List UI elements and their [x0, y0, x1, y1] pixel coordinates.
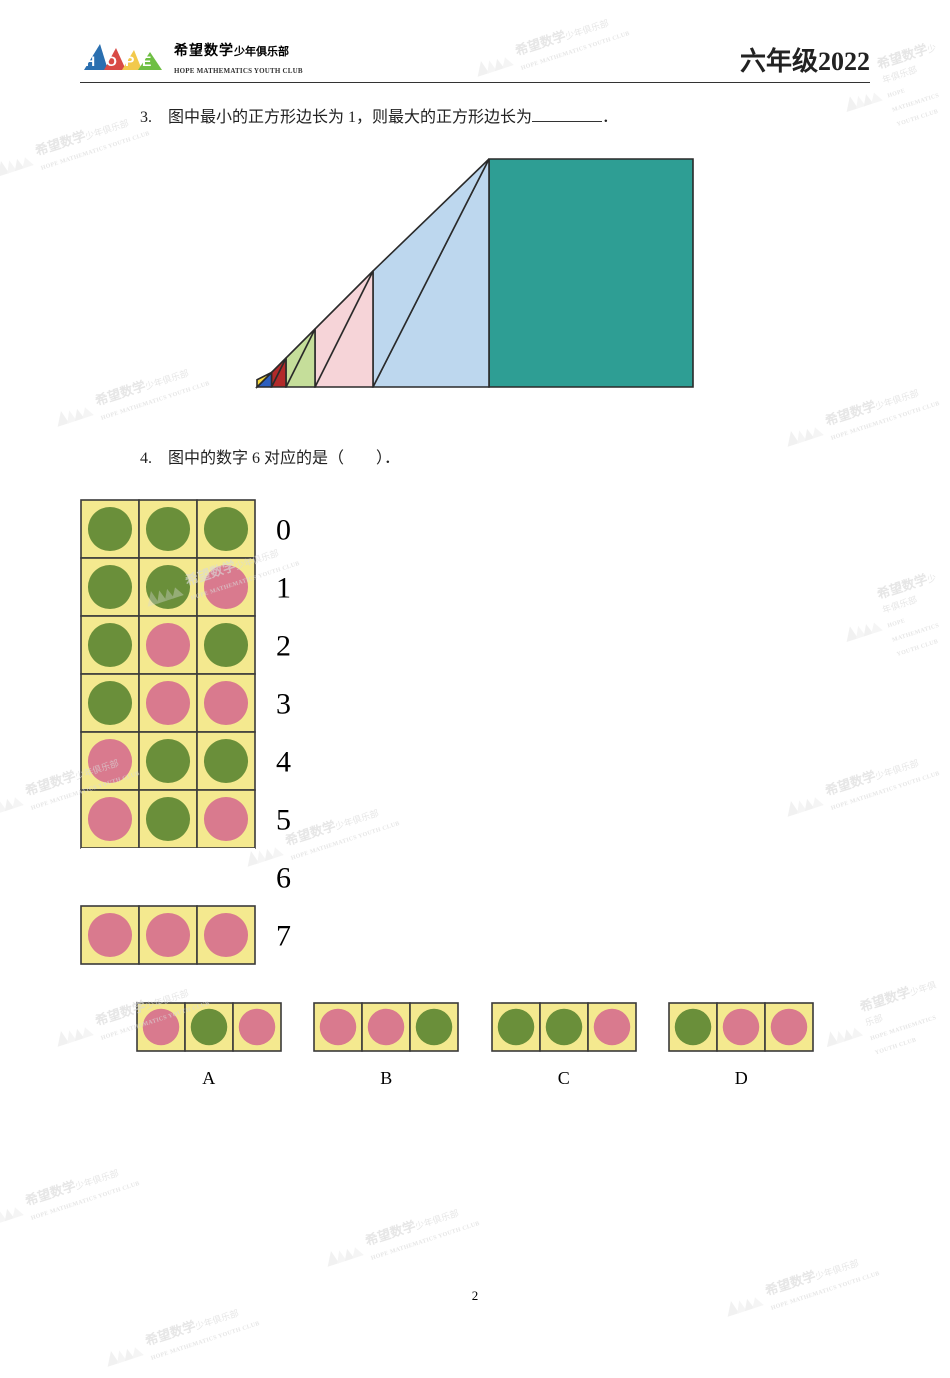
watermark: 希望数学少年俱乐部HOPE MATHEMATICS YOUTH CLUB [99, 1296, 262, 1378]
q4-text: 图中的数字 6 对应的是（ ）． [168, 450, 400, 467]
question-3: 3. 图中最小的正方形边长为 1，则最大的正方形边长为． [140, 103, 870, 127]
option-A: A [135, 1001, 283, 1089]
svg-text:6: 6 [276, 861, 291, 894]
logo: H O P E 希望数学少年俱乐部 HOPE MATHEMATICS YOUTH… [80, 40, 303, 78]
q3-figure [80, 157, 870, 394]
svg-text:7: 7 [276, 919, 291, 952]
option-C: C [490, 1001, 638, 1089]
page-number: 2 [0, 1288, 950, 1304]
option-label: B [312, 1068, 460, 1089]
logo-en: HOPE MATHEMATICS YOUTH CLUB [174, 67, 303, 75]
q3-text: 图中最小的正方形边长为 1，则最大的正方形边长为 [168, 109, 532, 126]
svg-text:4: 4 [276, 745, 291, 778]
watermark: 希望数学少年俱乐部HOPE MATHEMATICS YOUTH CLUB [719, 1246, 882, 1328]
header-title: 六年级2022 [740, 41, 870, 78]
q3-number: 3. [140, 109, 164, 127]
q4-options: A B C D [120, 1001, 830, 1089]
option-label: A [135, 1068, 283, 1089]
svg-text:2: 2 [276, 629, 291, 662]
option-D: D [667, 1001, 815, 1089]
svg-text:0: 0 [276, 513, 291, 546]
svg-text:3: 3 [276, 687, 291, 720]
option-B: B [312, 1001, 460, 1089]
svg-text:5: 5 [276, 803, 291, 836]
svg-text:O: O [106, 53, 117, 69]
svg-text:E: E [142, 53, 151, 69]
watermark: 希望数学少年俱乐部HOPE MATHEMATICS YOUTH CLUB [0, 1156, 141, 1238]
q3-blank [532, 108, 602, 122]
q4-number: 4. [140, 450, 164, 468]
q4-table: 0 1 2 3 4 5 6 7 [80, 498, 870, 971]
option-label: C [490, 1068, 638, 1089]
option-label: D [667, 1068, 815, 1089]
logo-cn: 希望数学少年俱乐部 [174, 42, 289, 59]
logo-icon: H O P E [80, 40, 170, 78]
question-4: 4. 图中的数字 6 对应的是（ ）． [140, 444, 870, 468]
watermark: 希望数学少年俱乐部HOPE MATHEMATICS YOUTH CLUB [319, 1196, 482, 1278]
page-header: H O P E 希望数学少年俱乐部 HOPE MATHEMATICS YOUTH… [80, 40, 870, 83]
svg-text:H: H [85, 53, 95, 69]
svg-text:P: P [125, 53, 134, 69]
svg-text:1: 1 [276, 571, 291, 604]
